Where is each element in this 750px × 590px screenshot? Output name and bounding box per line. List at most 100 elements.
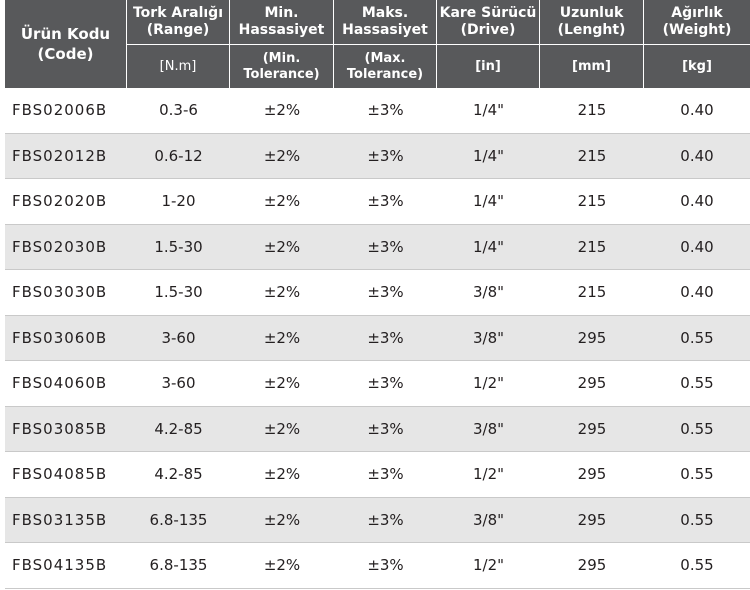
cell-range: 0.3-6 — [159, 101, 198, 120]
table-row: FBS02006B 0.3-6 ±2% ±3% 1/4" 215 0.40 — [5, 88, 750, 134]
cell-range: 4.2-85 — [154, 465, 203, 484]
table-row: FBS02030B 1.5-30 ±2% ±3% 1/4" 215 0.40 — [5, 224, 750, 270]
header-drive-line1: Kare Sürücü — [439, 5, 537, 21]
cell-code: FBS02012B — [12, 146, 108, 165]
header-max-sub2: Tolerance) — [346, 66, 424, 82]
cell-min-tolerance: ±2% — [263, 101, 301, 120]
table-row: FBS03030B 1.5-30 ±2% ±3% 3/8" 215 0.40 — [5, 270, 750, 316]
header-length-line2: (Lenght) — [557, 22, 626, 38]
header-range-line2: (Range) — [146, 22, 210, 38]
cell-weight: 0.55 — [680, 510, 714, 529]
header-min-line2: Hassasiyet — [238, 22, 325, 38]
cell-range: 6.8-135 — [149, 556, 208, 575]
cell-max-tolerance: ±3% — [367, 419, 404, 438]
cell-weight: 0.40 — [680, 146, 714, 165]
cell-drive: 1/4" — [472, 237, 505, 256]
cell-code: FBS04060B — [12, 374, 108, 393]
cell-code: FBS04135B — [12, 556, 108, 575]
cell-max-tolerance: ±3% — [367, 510, 404, 529]
header-code-line1: Ürün Kodu — [20, 25, 111, 43]
cell-drive: 3/8" — [472, 328, 505, 347]
table-row: FBS04060B 3-60 ±2% ±3% 1/2" 295 0.55 — [5, 361, 750, 407]
table-row: FBS02020B 1-20 ±2% ±3% 1/4" 215 0.40 — [5, 179, 750, 225]
header-weight: Ağırlık (Weight) [kg] — [644, 0, 750, 88]
cell-drive: 1/4" — [472, 192, 505, 211]
spec-table: Ürün Kodu (Code) Tork Aralığı (Range) [N… — [5, 0, 750, 589]
cell-length: 295 — [577, 510, 607, 529]
cell-weight: 0.55 — [680, 374, 714, 393]
cell-drive: 1/2" — [472, 465, 505, 484]
cell-code: FBS04085B — [12, 465, 108, 484]
cell-length: 215 — [577, 192, 607, 211]
cell-min-tolerance: ±2% — [263, 146, 301, 165]
header-range-unit: [N.m] — [159, 58, 197, 74]
cell-min-tolerance: ±2% — [263, 465, 301, 484]
cell-weight: 0.40 — [680, 101, 714, 120]
cell-code: FBS02030B — [12, 237, 108, 256]
cell-range: 4.2-85 — [154, 419, 203, 438]
table-row: FBS03060B 3-60 ±2% ±3% 3/8" 295 0.55 — [5, 315, 750, 361]
header-code-line2: (Code) — [37, 45, 94, 63]
cell-max-tolerance: ±3% — [367, 146, 404, 165]
header-drive-unit: [in] — [475, 58, 501, 74]
cell-weight: 0.40 — [680, 192, 714, 211]
cell-weight: 0.55 — [680, 328, 714, 347]
table-row: FBS04135B 6.8-135 ±2% ±3% 1/2" 295 0.55 — [5, 543, 750, 589]
cell-min-tolerance: ±2% — [263, 283, 301, 302]
header-weight-line2: (Weight) — [662, 22, 732, 38]
cell-range: 3-60 — [161, 328, 196, 347]
cell-range: 1.5-30 — [154, 283, 203, 302]
cell-max-tolerance: ±3% — [367, 283, 404, 302]
cell-max-tolerance: ±3% — [367, 237, 404, 256]
header-drive: Kare Sürücü (Drive) [in] — [437, 0, 540, 88]
header-length: Uzunluk (Lenght) [mm] — [540, 0, 644, 88]
cell-code: FBS03135B — [12, 510, 108, 529]
cell-min-tolerance: ±2% — [263, 556, 301, 575]
cell-code: FBS02006B — [12, 101, 108, 120]
cell-weight: 0.55 — [680, 465, 714, 484]
cell-min-tolerance: ±2% — [263, 419, 301, 438]
header-code: Ürün Kodu (Code) — [5, 0, 127, 88]
table-row: FBS03085B 4.2-85 ±2% ±3% 3/8" 295 0.55 — [5, 406, 750, 452]
cell-length: 295 — [577, 374, 607, 393]
cell-drive: 1/2" — [472, 374, 505, 393]
cell-code: FBS03085B — [12, 419, 108, 438]
cell-weight: 0.40 — [680, 237, 714, 256]
table-header: Ürün Kodu (Code) Tork Aralığı (Range) [N… — [5, 0, 750, 88]
cell-range: 6.8-135 — [149, 510, 208, 529]
cell-weight: 0.55 — [680, 419, 714, 438]
header-min-sub2: Tolerance) — [243, 66, 320, 82]
cell-drive: 1/4" — [472, 101, 505, 120]
cell-max-tolerance: ±3% — [367, 192, 404, 211]
cell-min-tolerance: ±2% — [263, 510, 301, 529]
cell-length: 215 — [577, 146, 607, 165]
cell-range: 1.5-30 — [154, 237, 203, 256]
cell-min-tolerance: ±2% — [263, 374, 301, 393]
cell-weight: 0.40 — [680, 283, 714, 302]
cell-drive: 3/8" — [472, 510, 505, 529]
cell-drive: 3/8" — [472, 283, 505, 302]
cell-range: 1-20 — [161, 192, 196, 211]
header-max-line2: Hassasiyet — [342, 22, 428, 38]
header-min-sub1: (Min. — [262, 50, 301, 66]
cell-drive: 1/2" — [472, 556, 505, 575]
cell-drive: 1/4" — [472, 146, 505, 165]
cell-length: 295 — [577, 465, 607, 484]
header-weight-unit: [kg] — [682, 58, 712, 74]
cell-length: 295 — [577, 556, 607, 575]
table-row: FBS02012B 0.6-12 ±2% ±3% 1/4" 215 0.40 — [5, 133, 750, 179]
header-range-line1: Tork Aralığı — [132, 5, 223, 21]
cell-max-tolerance: ±3% — [367, 328, 404, 347]
header-weight-line1: Ağırlık — [671, 5, 723, 21]
cell-length: 215 — [577, 237, 607, 256]
cell-length: 215 — [577, 283, 607, 302]
cell-code: FBS02020B — [12, 192, 108, 211]
cell-drive: 3/8" — [472, 419, 505, 438]
table-row: FBS03135B 6.8-135 ±2% ±3% 3/8" 295 0.55 — [5, 497, 750, 543]
cell-length: 295 — [577, 419, 607, 438]
header-drive-line2: (Drive) — [460, 22, 516, 38]
cell-min-tolerance: ±2% — [263, 192, 301, 211]
cell-max-tolerance: ±3% — [367, 101, 404, 120]
cell-length: 215 — [577, 101, 607, 120]
cell-code: FBS03030B — [12, 283, 108, 302]
